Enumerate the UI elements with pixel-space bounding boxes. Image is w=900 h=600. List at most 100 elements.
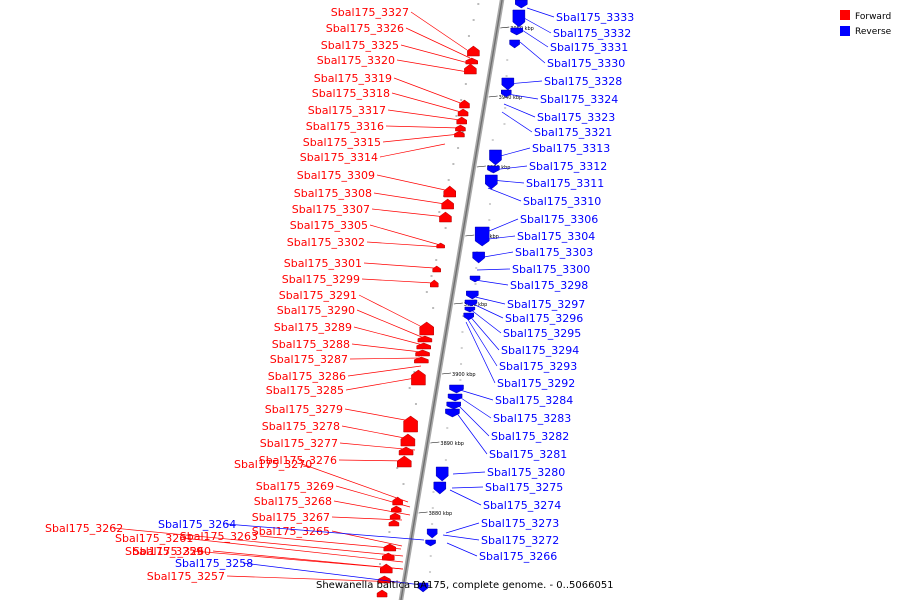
reverse-gene-label: Sbal175_3295	[503, 327, 581, 340]
forward-gene-leader	[391, 92, 462, 113]
scale-tick-mark	[465, 234, 475, 237]
forward-gene-arrow	[441, 198, 454, 210]
reverse-gene-leader	[477, 251, 514, 259]
forward-gene-label: Sbal175_3305	[290, 219, 368, 232]
genome-title: Shewanella baltica BA175, complete genom…	[316, 580, 614, 591]
reverse-gene-label: Sbal175_3280	[487, 466, 565, 479]
forward-gene-label: Sbal175_3278	[262, 420, 340, 433]
reverse-gene-label: Sbal175_3292	[497, 377, 575, 390]
reverse-gene-label: Sbal175_3300	[512, 263, 590, 276]
reverse-gene-label: Sbal175_3264	[158, 518, 236, 531]
reverse-gene-label: Sbal175_3303	[515, 246, 593, 259]
forward-gene-leader	[351, 343, 422, 353]
reverse-gene-leader	[457, 395, 492, 419]
reverse-gene-leader	[474, 279, 509, 286]
scale-tick-label: 3900 kbp	[452, 372, 476, 378]
reverse-gene-leader	[470, 302, 504, 319]
reverse-gene-arrow	[445, 408, 460, 418]
reverse-gene-leader	[481, 218, 519, 235]
forward-gene-arrow	[430, 279, 439, 288]
forward-gene-label: Sbal175_3308	[294, 187, 372, 200]
genome-backbone-core	[400, 0, 503, 600]
reverse-gene-label: Sbal175_3294	[501, 344, 579, 357]
forward-gene-label: Sbal175_3289	[274, 321, 352, 334]
scale-tick-mark	[430, 441, 440, 444]
reverse-gene-arrow	[425, 539, 436, 547]
forward-gene-label: Sbal175_3267	[252, 511, 330, 524]
reverse-gene-arrow	[435, 466, 449, 482]
reverse-gene-leader	[523, 17, 552, 34]
forward-gene-leader	[356, 309, 425, 339]
forward-gene-arrow	[465, 57, 478, 65]
forward-gene-arrow	[398, 446, 414, 456]
reverse-gene-arrow	[466, 290, 479, 300]
reverse-gene-leader	[459, 389, 494, 401]
reverse-gene-leader	[506, 80, 543, 85]
reverse-gene-label: Sbal175_3281	[489, 448, 567, 461]
reverse-gene-label: Sbal175_3321	[534, 126, 612, 139]
reverse-gene-leader	[242, 562, 431, 587]
forward-gene-leader	[112, 527, 404, 557]
forward-gene-label: Sbal175_3279	[265, 403, 343, 416]
forward-gene-arrow	[403, 415, 418, 433]
scale-tick-mark	[441, 372, 452, 375]
forward-gene-leader	[331, 516, 403, 521]
reverse-gene-leader	[526, 7, 555, 18]
reverse-gene-arrow	[509, 39, 520, 49]
scale-tick-mark	[488, 95, 498, 98]
forward-gene-label: Sbal175_3262	[45, 522, 123, 535]
forward-gene-leader	[259, 535, 402, 550]
reverse-gene-arrow	[449, 384, 464, 394]
reverse-gene-label: Sbal175_3297	[507, 298, 585, 311]
reverse-gene-arrow	[501, 89, 512, 98]
reverse-gene-leader	[466, 317, 498, 367]
reverse-gene-leader	[503, 103, 536, 118]
reverse-gene-label: Sbal175_3283	[493, 412, 571, 425]
forward-gene-label: Sbal175_3302	[287, 236, 365, 249]
forward-gene-arrow	[389, 512, 401, 520]
forward-gene-leader	[396, 59, 469, 73]
forward-gene-leader	[341, 425, 416, 441]
forward-gene-label: Sbal175_3325	[321, 39, 399, 52]
forward-gene-leader	[345, 376, 422, 391]
reverse-gene-leader	[490, 179, 525, 184]
reverse-gene-label: Sbal175_3323	[537, 111, 615, 124]
reverse-gene-leader	[487, 187, 522, 202]
forward-gene-leader	[369, 224, 441, 246]
scale-tick-mark	[500, 26, 510, 29]
forward-gene-label: Sbal175_3276	[259, 454, 337, 467]
reverse-gene-leader	[506, 93, 539, 100]
reverse-gene-leader	[455, 411, 488, 455]
reverse-gene-label: Sbal175_3272	[481, 534, 559, 547]
forward-gene-label: Sbal175_3285	[266, 384, 344, 397]
forward-gene-leader	[400, 44, 473, 65]
forward-gene-label: Sbal175_3301	[284, 257, 362, 270]
reverse-gene-leader	[501, 111, 533, 133]
forward-gene-label: Sbal175_3326	[326, 22, 404, 35]
reverse-gene-leader	[452, 471, 486, 475]
reverse-gene-leader	[446, 542, 478, 557]
reverse-gene-leader	[449, 489, 482, 506]
forward-gene-label: Sbal175_3309	[297, 169, 375, 182]
legend-reverse-label: Reverse	[855, 27, 892, 37]
forward-gene-leader	[344, 408, 417, 423]
forward-gene-leader	[335, 485, 411, 508]
reverse-gene-label: Sbal175_3312	[529, 160, 607, 173]
forward-gene-label: Sbal175_3318	[312, 87, 390, 100]
reverse-gene-leader	[456, 403, 490, 437]
forward-gene-leader	[358, 294, 425, 329]
forward-gene-leader	[226, 575, 401, 583]
forward-gene-arrow	[419, 321, 434, 336]
scale-tick-mark	[476, 165, 486, 168]
forward-gene-label: Sbal175_3261	[115, 532, 193, 545]
forward-gene-label: Sbal175_3277	[260, 437, 338, 450]
reverse-gene-label: Sbal175_3282	[491, 430, 569, 443]
forward-gene-arrow	[380, 563, 393, 574]
forward-gene-leader	[182, 537, 404, 563]
reverse-gene-label: Sbal175_3258	[175, 557, 253, 570]
forward-gene-leader	[366, 241, 444, 248]
forward-gene-arrow	[455, 124, 466, 132]
reverse-gene-arrow	[469, 275, 481, 283]
reverse-gene-label: Sbal175_3313	[532, 142, 610, 155]
